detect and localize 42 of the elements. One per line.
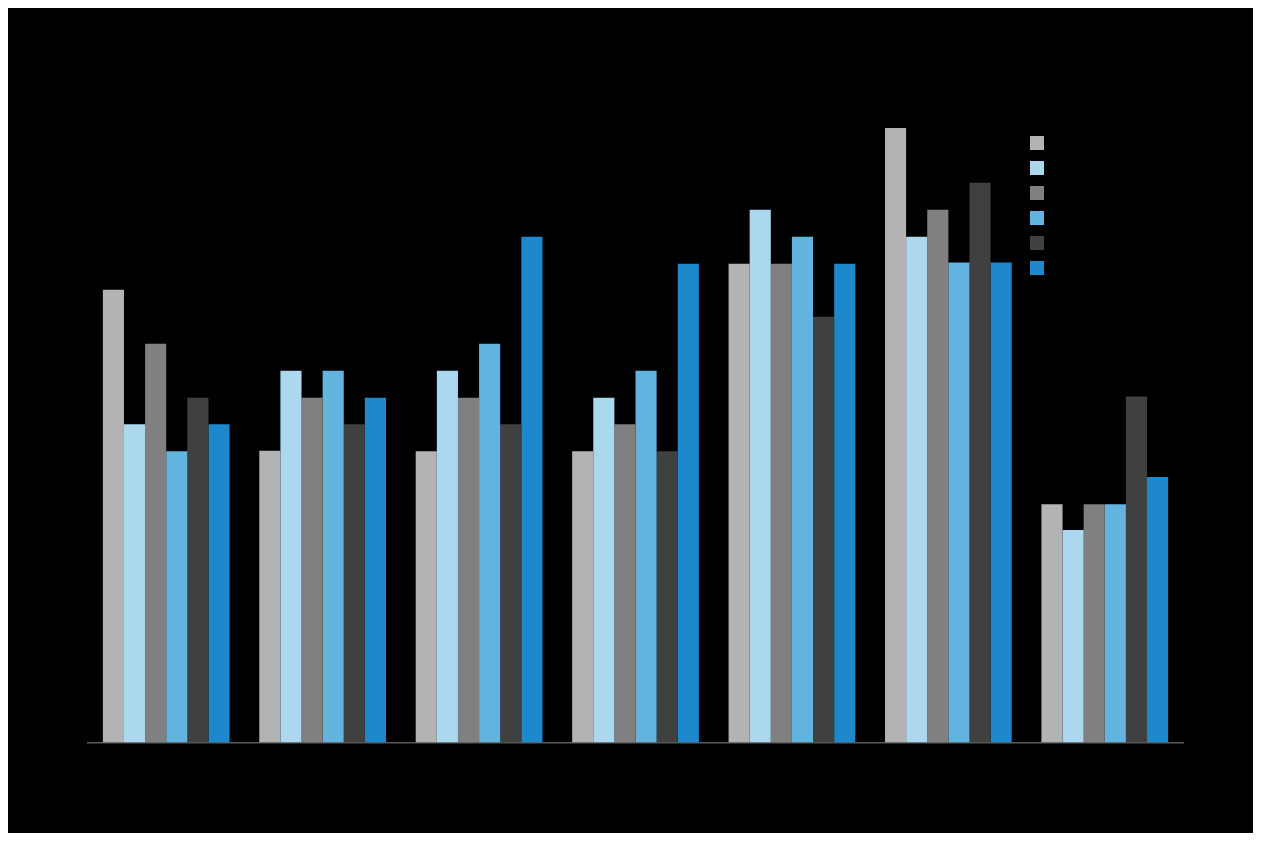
bar — [1104, 504, 1126, 743]
bar — [1083, 504, 1105, 743]
bar — [479, 343, 501, 743]
bar — [166, 451, 188, 743]
bar — [500, 424, 522, 743]
bar — [521, 236, 543, 743]
bar — [1062, 529, 1084, 743]
bar — [906, 236, 928, 743]
bar — [593, 397, 615, 743]
bar — [208, 424, 230, 743]
bar — [677, 263, 699, 743]
bar — [813, 316, 835, 743]
bar — [990, 262, 1012, 743]
bar — [791, 236, 814, 743]
bar — [343, 424, 365, 743]
bar — [123, 424, 146, 743]
bar — [415, 451, 437, 743]
bar — [259, 450, 281, 743]
bar — [948, 262, 970, 743]
bar — [301, 397, 323, 743]
bar — [572, 451, 594, 743]
bar — [436, 370, 458, 743]
bar — [322, 370, 344, 743]
bar — [969, 182, 991, 743]
bar — [1041, 504, 1063, 743]
bar — [614, 424, 636, 743]
bar — [656, 451, 678, 743]
bar — [1147, 477, 1169, 743]
bar — [102, 289, 124, 743]
bar — [749, 209, 771, 743]
bar — [187, 397, 209, 743]
bar — [770, 263, 792, 743]
bar — [728, 263, 750, 743]
bar — [635, 370, 657, 743]
bar — [364, 397, 386, 743]
bar — [280, 370, 302, 743]
bar — [834, 263, 856, 743]
bar — [145, 343, 167, 743]
bar — [885, 128, 907, 743]
bar — [927, 209, 949, 743]
bar — [457, 397, 480, 743]
bar — [1125, 396, 1148, 743]
